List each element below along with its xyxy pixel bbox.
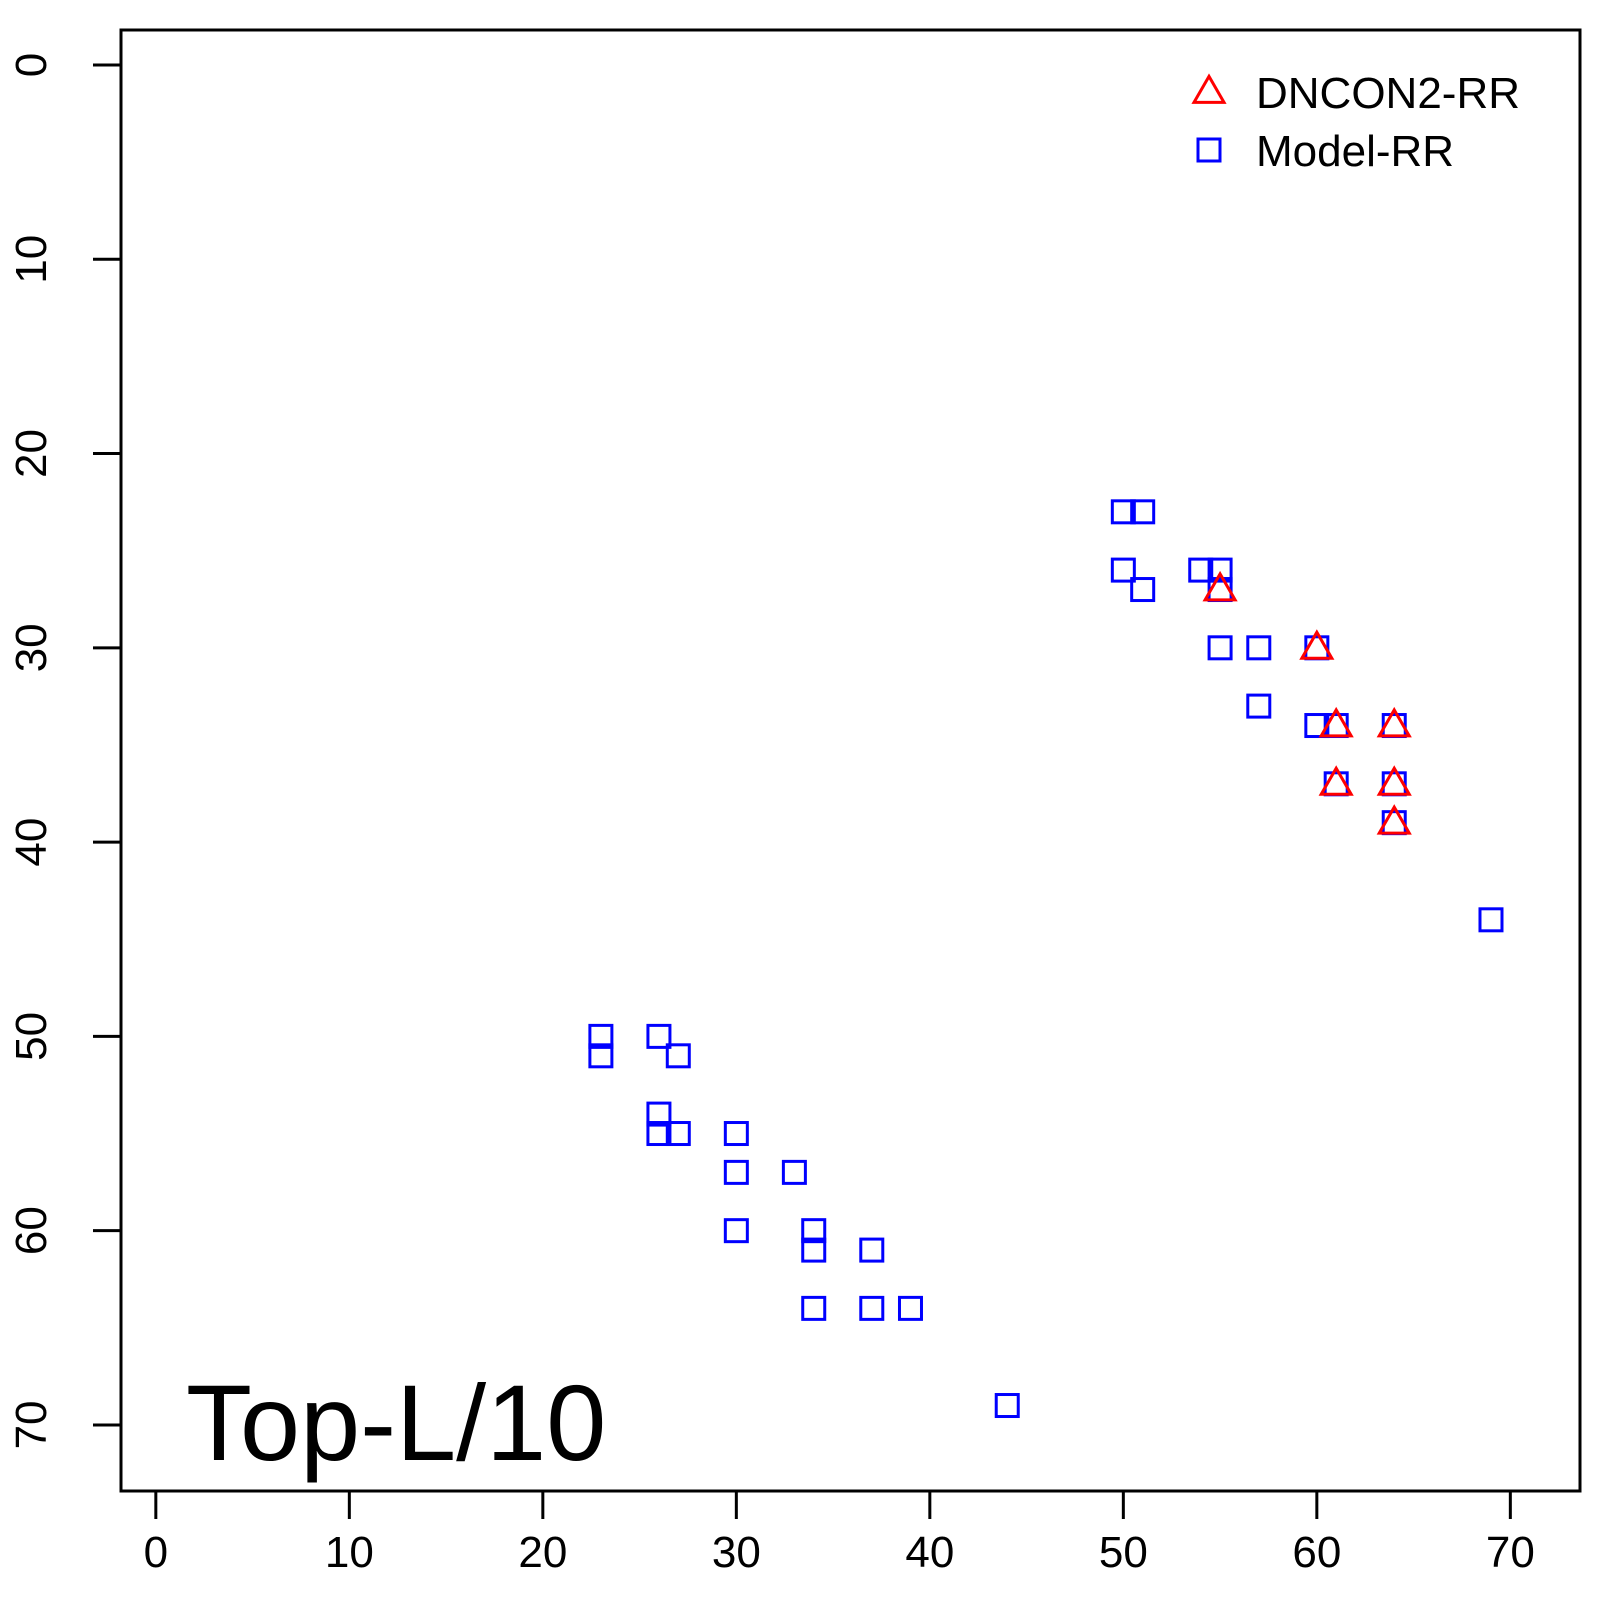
y-tick-label: 20 (7, 429, 56, 478)
x-tick-label: 50 (1099, 1528, 1148, 1577)
x-axis: 0 10 20 30 40 50 60 70 (144, 1489, 1535, 1577)
point-triangle (1202, 570, 1238, 602)
point-square (723, 1159, 749, 1185)
legend-marker-triangle (1191, 73, 1227, 104)
point-square (646, 1101, 672, 1127)
y-tick-label: 40 (7, 818, 56, 867)
point-square (1207, 557, 1233, 583)
point-square (859, 1237, 885, 1263)
y-tick-label: 70 (7, 1400, 56, 1449)
point-triangle (1299, 629, 1335, 660)
plot-frame (119, 28, 1582, 1493)
point-square (588, 1023, 614, 1049)
point-square (1207, 635, 1233, 661)
y-tick-label: 50 (7, 1012, 56, 1061)
point-square (1130, 499, 1156, 525)
y-tick-label: 0 (7, 53, 56, 77)
point-square (1246, 635, 1272, 661)
point-square (1188, 557, 1214, 583)
point-triangle (1376, 804, 1412, 835)
point-square (801, 1237, 827, 1263)
x-tick-label: 0 (144, 1528, 168, 1577)
legend-label: Model-RR (1256, 127, 1454, 176)
x-tick-label: 20 (518, 1528, 567, 1577)
point-square (1110, 557, 1136, 583)
x-tick-label: 60 (1292, 1528, 1341, 1577)
legend-label: DNCON2-RR (1256, 69, 1520, 118)
series-dncon2-rr (1202, 570, 1412, 835)
y-tick-label: 10 (7, 235, 56, 284)
point-square (859, 1295, 885, 1321)
y-tick-label: 30 (7, 623, 56, 672)
panel-annotation: Top-L/10 (186, 1362, 606, 1483)
point-square (1110, 499, 1136, 525)
legend: DNCON2-RR Model-RR (1191, 69, 1520, 176)
point-square (723, 1218, 749, 1244)
x-tick-label: 70 (1486, 1528, 1535, 1577)
point-square (588, 1043, 614, 1069)
point-triangle (1318, 765, 1354, 796)
data-points (588, 499, 1504, 1419)
x-tick-label: 40 (905, 1528, 954, 1577)
point-square (646, 1121, 672, 1147)
point-square (665, 1121, 691, 1147)
legend-marker-square (1196, 137, 1222, 163)
point-square (1246, 693, 1272, 719)
point-triangle (1318, 706, 1354, 738)
point-square (723, 1121, 749, 1147)
point-square (646, 1023, 672, 1049)
point-square (665, 1043, 691, 1069)
point-square (1130, 577, 1156, 603)
point-triangle (1376, 765, 1412, 796)
point-square (801, 1218, 827, 1244)
point-square (781, 1159, 807, 1185)
point-square (994, 1393, 1020, 1419)
y-axis: 0 10 20 30 40 50 60 70 (7, 53, 123, 1449)
point-square (801, 1295, 827, 1321)
y-tick-label: 60 (7, 1206, 56, 1255)
point-square (897, 1295, 923, 1321)
series-model-rr (588, 499, 1504, 1419)
x-tick-label: 10 (325, 1528, 374, 1577)
point-triangle (1376, 706, 1412, 738)
point-square (1478, 907, 1504, 933)
x-tick-label: 30 (712, 1528, 761, 1577)
